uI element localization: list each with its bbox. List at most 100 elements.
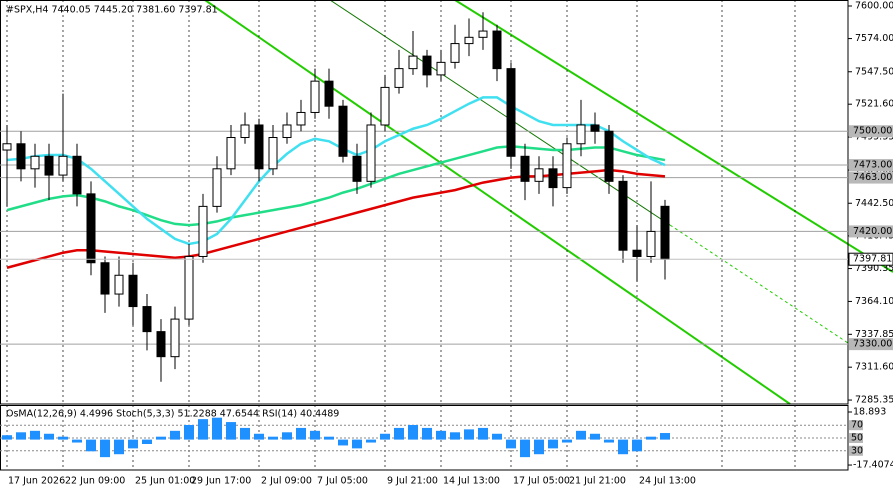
histogram-bar xyxy=(436,430,446,440)
candle-body xyxy=(576,124,586,145)
histogram-bar xyxy=(380,433,390,440)
histogram-bar xyxy=(562,439,572,443)
x-tick-label: 25 Jun 01:00 xyxy=(135,476,195,487)
histogram-bar xyxy=(408,424,418,440)
rsi-level-label: 30 xyxy=(851,445,863,456)
candle-body xyxy=(268,137,278,170)
histogram-bar xyxy=(212,417,222,440)
candle-body xyxy=(450,43,460,63)
histogram-bar xyxy=(240,427,250,440)
y-tick-label: 7285.35 xyxy=(855,395,893,406)
histogram-bar xyxy=(520,439,530,458)
histogram-bar xyxy=(142,439,152,444)
y-tick-label: 7574.00 xyxy=(855,33,893,44)
candle-body xyxy=(380,86,390,126)
histogram-bar xyxy=(394,427,404,440)
histogram-bar xyxy=(156,436,166,440)
y-tick-label: 7442.50 xyxy=(855,198,893,209)
candle-body xyxy=(618,180,628,251)
candle-body xyxy=(16,143,26,170)
main-panel-frame xyxy=(0,0,849,405)
candle-body xyxy=(114,274,124,295)
histogram-bar xyxy=(576,430,586,440)
histogram-bar xyxy=(72,439,82,443)
histogram-bar xyxy=(422,427,432,440)
candle-body xyxy=(366,124,376,182)
level-label: 7500.00 xyxy=(853,126,892,137)
level-label-box xyxy=(849,125,893,138)
histogram-bar xyxy=(114,439,124,455)
candle-body xyxy=(296,111,306,126)
histogram-bar xyxy=(590,433,600,440)
y-tick-label: -17.4074 xyxy=(853,460,893,471)
candle-body xyxy=(548,168,558,189)
candle-body xyxy=(394,68,404,88)
candle-body xyxy=(352,155,362,182)
candle-body xyxy=(254,124,264,170)
candle-body xyxy=(198,205,208,257)
last-price-box xyxy=(848,252,893,266)
histogram-bar xyxy=(646,436,656,440)
candle-body xyxy=(156,331,166,358)
histogram-bar xyxy=(170,430,180,440)
level-label: 7463.00 xyxy=(853,172,892,183)
candle-body xyxy=(324,80,334,107)
candle-body xyxy=(86,193,96,264)
candle-body xyxy=(184,255,194,320)
candle-body xyxy=(142,306,152,333)
histogram-bar xyxy=(44,433,54,440)
y-tick-label: 7521.60 xyxy=(855,99,893,110)
x-tick-label: 17 Jul 05:00 xyxy=(513,476,570,487)
candle-body xyxy=(44,155,54,176)
histogram-bar xyxy=(310,430,320,440)
histogram-bar xyxy=(226,422,236,440)
y-tick-label: 7600.00 xyxy=(855,1,893,12)
histogram-bar xyxy=(506,439,516,449)
histogram-bar xyxy=(492,433,502,440)
level-label-box xyxy=(849,225,893,238)
candle-body xyxy=(436,61,446,76)
candle-body xyxy=(58,155,68,176)
rsi-level-label: 70 xyxy=(851,420,863,431)
histogram-bar xyxy=(366,439,376,443)
candle-body xyxy=(100,262,110,295)
x-tick-label: 9 Jul 21:00 xyxy=(387,476,438,487)
x-tick-label: 7 Jul 05:00 xyxy=(317,476,368,487)
last-price-label: 7397.81 xyxy=(853,254,892,265)
moving-average xyxy=(6,145,666,227)
level-label-box xyxy=(849,338,893,351)
x-tick-label: 24 Jul 13:00 xyxy=(639,476,696,487)
x-tick-label: 21 Jul 21:00 xyxy=(569,476,626,487)
histogram-bar xyxy=(296,427,306,440)
rsi-level-label: 50 xyxy=(851,433,863,444)
y-tick-label: 7364.10 xyxy=(855,296,893,307)
candle-body xyxy=(310,80,320,113)
histogram-bar xyxy=(100,439,110,458)
candle-body xyxy=(632,249,642,257)
histogram-bar xyxy=(660,433,670,440)
histogram-bar xyxy=(548,439,558,449)
histogram-bar xyxy=(464,429,474,440)
candle-body xyxy=(660,205,670,260)
candle-body xyxy=(562,143,572,189)
histogram-bar xyxy=(352,439,362,449)
level-label-box xyxy=(849,171,893,184)
y-tick-label: 7390.35 xyxy=(855,263,893,274)
level-label: 7330.00 xyxy=(853,339,892,350)
level-label-box xyxy=(849,159,893,172)
histogram-bar xyxy=(338,439,348,446)
candle-body xyxy=(170,318,180,358)
candle-body xyxy=(282,124,292,139)
x-tick-label: 29 Jun 17:00 xyxy=(191,476,251,487)
histogram-bar xyxy=(2,435,12,440)
histogram-bar xyxy=(450,432,460,440)
y-tick-label: 7311.60 xyxy=(855,362,893,373)
histogram-bar xyxy=(184,424,194,440)
x-tick-label: 2 Jul 09:00 xyxy=(261,476,312,487)
candle-body xyxy=(226,137,236,170)
candle-body xyxy=(492,30,502,70)
histogram-bar xyxy=(58,436,68,440)
histogram-bar xyxy=(254,433,264,440)
